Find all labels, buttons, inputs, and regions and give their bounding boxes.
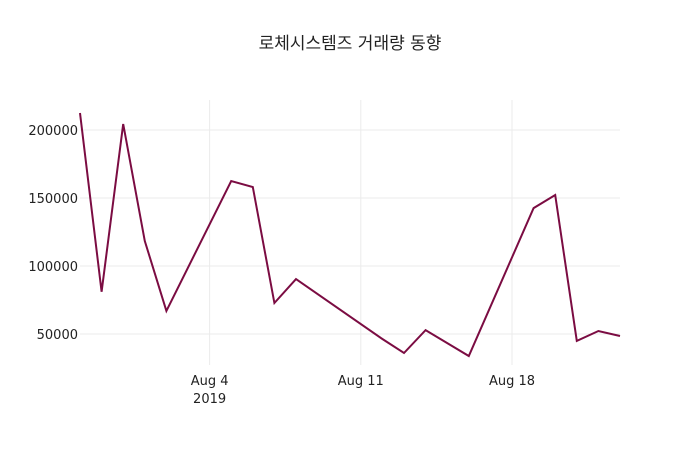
x-tick-year-label: 2019 <box>193 392 226 407</box>
y-axis-ticks: 50000 100000 150000 200000 <box>28 124 78 343</box>
chart-title: 로체시스템즈 거래량 동향 <box>259 34 442 54</box>
x-tick-label: Aug 18 <box>489 374 535 389</box>
grid <box>80 100 620 365</box>
volume-line[interactable] <box>79 112 621 358</box>
y-tick-label: 100000 <box>28 260 78 275</box>
y-tick-label: 150000 <box>28 192 78 207</box>
x-tick-label: Aug 4 <box>191 374 229 389</box>
y-tick-label: 200000 <box>28 124 78 139</box>
x-axis-ticks: Aug 4 2019 Aug 11 Aug 18 <box>191 374 535 407</box>
x-tick-label: Aug 11 <box>338 374 384 389</box>
y-tick-label: 50000 <box>37 328 78 343</box>
